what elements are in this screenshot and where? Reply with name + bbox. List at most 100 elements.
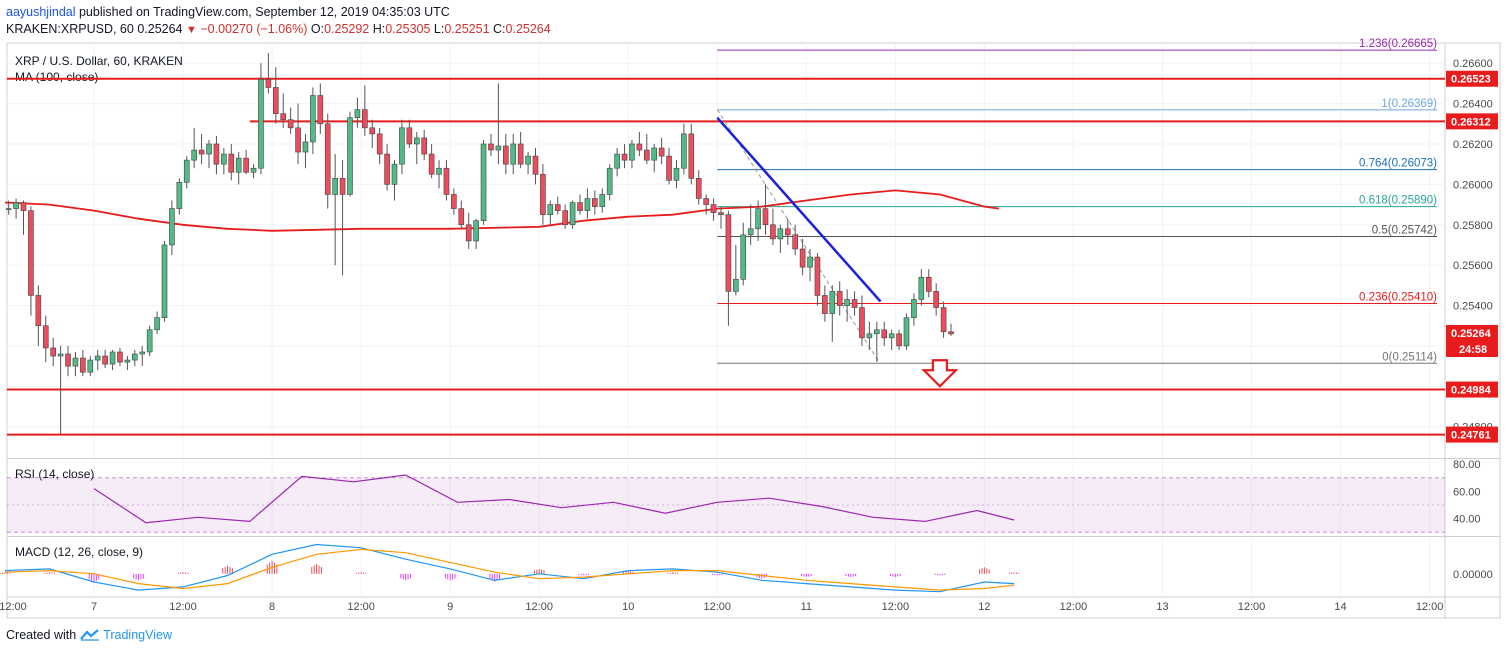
candle[interactable] <box>132 349 138 367</box>
candle[interactable] <box>554 196 561 215</box>
candle[interactable] <box>896 329 902 350</box>
candle[interactable] <box>569 200 576 229</box>
candle[interactable] <box>740 222 747 286</box>
candle[interactable] <box>836 281 843 316</box>
candle[interactable] <box>228 143 235 181</box>
candle[interactable] <box>280 93 287 128</box>
candle[interactable] <box>621 143 628 169</box>
candle[interactable] <box>799 238 806 276</box>
candle[interactable] <box>695 170 702 205</box>
candle[interactable] <box>903 313 910 350</box>
candle[interactable] <box>295 103 301 165</box>
candle[interactable] <box>540 164 546 225</box>
candle[interactable] <box>718 206 724 229</box>
candle[interactable] <box>829 285 836 342</box>
candle[interactable] <box>710 198 717 221</box>
candle[interactable] <box>451 188 457 215</box>
candle[interactable] <box>777 224 784 254</box>
candle[interactable] <box>888 329 895 350</box>
candle[interactable] <box>124 356 131 371</box>
candle[interactable] <box>510 133 517 175</box>
candle[interactable] <box>94 349 101 371</box>
candle[interactable] <box>139 345 146 367</box>
candle[interactable] <box>339 160 346 276</box>
candle[interactable] <box>592 190 598 215</box>
candle[interactable] <box>213 135 220 175</box>
candle[interactable] <box>391 160 398 201</box>
candle[interactable] <box>421 129 427 161</box>
candle[interactable] <box>317 83 324 134</box>
candle[interactable] <box>495 83 502 165</box>
candle[interactable] <box>354 97 361 128</box>
candle[interactable] <box>606 164 613 201</box>
candle[interactable] <box>488 133 494 157</box>
candle[interactable] <box>198 133 205 165</box>
candle[interactable] <box>161 240 168 322</box>
candle[interactable] <box>614 148 620 177</box>
candle[interactable] <box>272 67 279 124</box>
candle[interactable] <box>20 200 27 235</box>
candle[interactable] <box>154 311 160 334</box>
candle[interactable] <box>562 204 568 229</box>
candle[interactable] <box>258 63 264 175</box>
candle[interactable] <box>480 139 487 225</box>
candle[interactable] <box>436 160 442 189</box>
candle[interactable] <box>5 200 12 215</box>
candle[interactable] <box>384 143 390 191</box>
candle[interactable] <box>658 137 665 165</box>
candle[interactable] <box>287 107 294 134</box>
candle[interactable] <box>376 127 383 165</box>
candle[interactable] <box>406 119 413 149</box>
candle[interactable] <box>636 131 643 157</box>
candle[interactable] <box>532 148 539 185</box>
candle[interactable] <box>347 111 353 197</box>
candle[interactable] <box>747 204 754 245</box>
candle[interactable] <box>176 178 183 215</box>
candle[interactable] <box>918 269 925 306</box>
candle[interactable] <box>428 143 435 179</box>
candle[interactable] <box>755 200 761 241</box>
candle[interactable] <box>169 200 175 256</box>
bearish-trendline[interactable] <box>716 116 882 303</box>
candle[interactable] <box>13 198 19 219</box>
candle[interactable] <box>87 356 94 377</box>
candle[interactable] <box>547 200 554 225</box>
candle[interactable] <box>584 188 591 219</box>
candle[interactable] <box>784 218 791 245</box>
candle[interactable] <box>57 345 64 435</box>
candle[interactable] <box>844 289 850 322</box>
candle[interactable] <box>50 337 56 367</box>
candle[interactable] <box>35 285 42 346</box>
candle[interactable] <box>42 315 49 363</box>
candle[interactable] <box>65 345 71 377</box>
candle[interactable] <box>117 347 123 367</box>
candle[interactable] <box>940 301 947 338</box>
candle[interactable] <box>814 253 821 306</box>
candle[interactable] <box>770 208 776 245</box>
candle[interactable] <box>399 119 405 175</box>
tradingview-brand[interactable]: TradingView <box>80 628 172 642</box>
candle[interactable] <box>302 133 309 169</box>
candle[interactable] <box>458 200 465 229</box>
candle[interactable] <box>183 156 190 189</box>
candle[interactable] <box>629 139 635 169</box>
candle[interactable] <box>310 87 316 155</box>
price-axis[interactable]: 0.248000.250000.252000.254000.256000.258… <box>1446 58 1498 581</box>
candle[interactable] <box>324 113 331 209</box>
candle[interactable] <box>465 212 472 249</box>
candle[interactable] <box>948 323 954 336</box>
candle[interactable] <box>265 53 272 94</box>
candle[interactable] <box>146 325 153 357</box>
candle[interactable] <box>762 184 769 235</box>
candle[interactable] <box>703 194 709 215</box>
candle[interactable] <box>807 248 813 282</box>
candle[interactable] <box>681 123 687 175</box>
candle[interactable] <box>413 131 420 165</box>
candle[interactable] <box>473 218 479 249</box>
candle[interactable] <box>792 224 798 256</box>
candle[interactable] <box>911 293 917 326</box>
candle[interactable] <box>859 295 865 346</box>
candle[interactable] <box>109 349 116 371</box>
candle[interactable] <box>191 127 197 169</box>
candle[interactable] <box>881 321 888 346</box>
